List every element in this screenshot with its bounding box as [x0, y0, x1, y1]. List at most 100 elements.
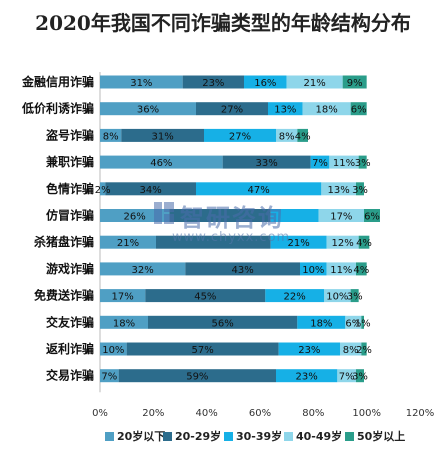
legend-swatch [345, 432, 354, 441]
bar-segment [300, 262, 327, 276]
category-label: 仿冒诈骗 [46, 208, 94, 223]
bar-segment [100, 289, 146, 303]
segment-label: 10% [102, 345, 124, 356]
bar-segment [310, 155, 330, 169]
bar-segment [297, 128, 308, 142]
segment-label: 8% [279, 131, 295, 142]
x-tick-label: 0% [92, 408, 108, 419]
bar-segment [326, 235, 359, 249]
bar-segment [100, 315, 148, 329]
category-label: 交易诈骗 [46, 368, 94, 383]
legend-label: 30-39岁 [236, 429, 282, 443]
segment-label: 45% [194, 292, 216, 303]
segment-label: 31% [152, 131, 174, 142]
segment-label: 3% [347, 292, 363, 303]
segment-label: 56% [212, 318, 234, 329]
segment-label: 23% [202, 78, 224, 89]
segment-label: 36% [137, 105, 159, 116]
bar-segment [321, 182, 356, 196]
bar-segment [100, 209, 170, 222]
segment-label: 3% [352, 372, 368, 383]
segment-label: 3% [355, 158, 371, 169]
segment-label: 18% [316, 105, 338, 116]
legend-swatch [163, 432, 172, 441]
segment-label: 57% [192, 345, 214, 356]
bar-segment [196, 182, 322, 196]
category-label: 免费送诈骗 [34, 288, 94, 303]
segment-label: 46% [150, 158, 172, 169]
x-tick-label: 120% [406, 408, 435, 419]
bar-segment [276, 369, 338, 383]
bar-segment [297, 315, 346, 329]
segment-label: 4% [356, 238, 372, 249]
segment-label: 18% [113, 318, 135, 329]
bar-segment [105, 182, 196, 196]
segment-label: 1% [355, 318, 371, 329]
segment-label: 32% [132, 265, 154, 276]
bar-segment [265, 289, 324, 303]
segment-label: 47% [248, 185, 270, 196]
segment-label: 6% [351, 105, 367, 116]
segment-label: 11% [330, 265, 352, 276]
segment-label: 3% [352, 185, 368, 196]
segment-label: 2% [95, 185, 111, 196]
segment-label: 9% [347, 78, 363, 89]
bar-segment [361, 315, 364, 329]
bar-segment [329, 155, 359, 169]
bar-segment [145, 289, 266, 303]
category-label: 杀猪盘诈骗 [34, 234, 94, 249]
chart-title: 2020年我国不同诈骗类型的年龄结构分布 [35, 11, 411, 35]
bar-segment [270, 209, 319, 222]
bar-segment [364, 209, 380, 222]
category-label: 游戏诈骗 [46, 261, 94, 276]
segment-label: 7% [101, 372, 117, 383]
bar-segment [222, 155, 311, 169]
segment-label: 11% [333, 158, 355, 169]
x-tick-label: 100% [352, 408, 381, 419]
bar-segment [302, 102, 351, 116]
segment-label: 7% [339, 372, 355, 383]
segment-label: 8% [103, 131, 119, 142]
legend-label: 20-29岁 [175, 429, 221, 443]
segment-label: 4% [353, 265, 369, 276]
segment-label: 18% [310, 318, 332, 329]
bar-segment [286, 75, 343, 89]
segment-label: 23% [296, 372, 318, 383]
legend-label: 50岁以上 [357, 429, 405, 443]
bar-segment [342, 75, 367, 89]
bar-segment [100, 75, 183, 89]
bar-segment [100, 369, 119, 383]
segment-label: 23% [298, 345, 320, 356]
segment-label: 2% [356, 345, 372, 356]
x-tick-label: 60% [249, 408, 271, 419]
bar-segment [278, 342, 340, 356]
bar-segments [100, 75, 380, 383]
x-tick-label: 40% [196, 408, 218, 419]
segment-label: 10% [326, 292, 348, 303]
segment-label: 12% [332, 238, 354, 249]
segment-label: 13% [274, 105, 296, 116]
bar-segment [126, 342, 279, 356]
bar-segment [318, 209, 364, 222]
category-label: 盗号诈骗 [46, 127, 94, 142]
bar-segment [100, 155, 223, 169]
bar-segment [270, 235, 327, 249]
category-label: 返利诈骗 [46, 341, 94, 356]
segment-label: 43% [232, 265, 254, 276]
bar-segment [340, 342, 362, 356]
segment-label: 59% [186, 372, 208, 383]
segment-label: 27% [221, 105, 243, 116]
segment-label: 4% [295, 131, 311, 142]
segment-label: 34% [140, 185, 162, 196]
bar-segment [100, 128, 122, 142]
bar-segment [196, 102, 268, 116]
bar-segment [100, 235, 156, 249]
segment-label: 7% [312, 158, 328, 169]
bar-segment [204, 128, 276, 142]
bar-segment [350, 289, 359, 303]
x-tick-label: 20% [142, 408, 164, 419]
category-label: 兼职诈骗 [45, 154, 94, 169]
segment-label: 31% [130, 78, 152, 89]
bar-segment [118, 369, 277, 383]
